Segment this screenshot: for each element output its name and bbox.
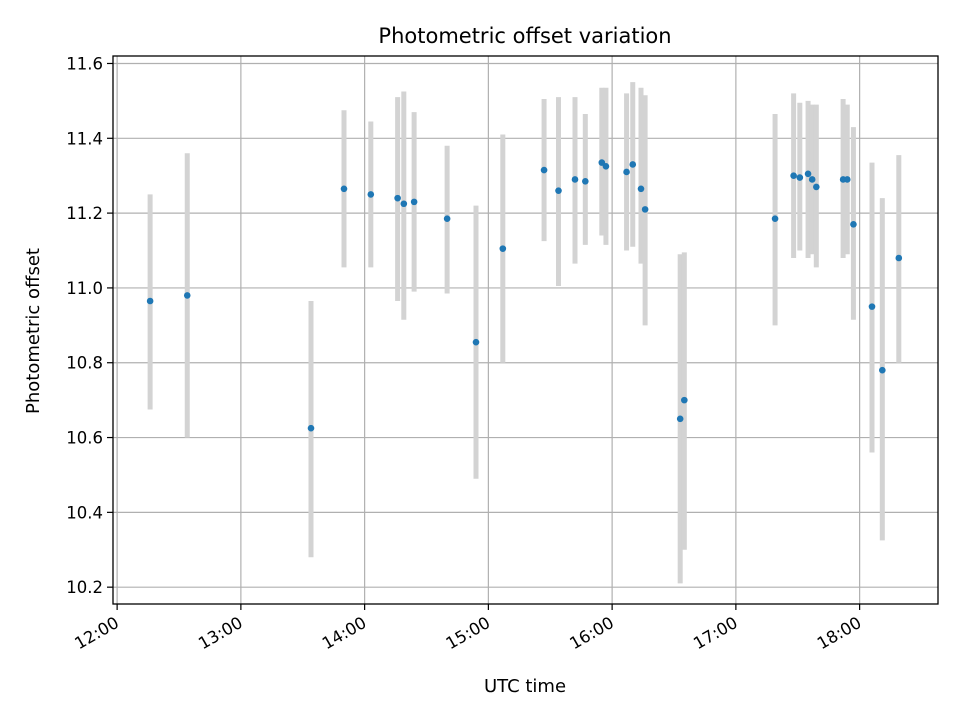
y-tick-label: 10.8 [66,354,103,373]
data-point [400,200,408,208]
data-point [681,396,688,404]
y-tick-label: 11.2 [66,204,103,223]
data-point [641,206,649,213]
data-point [340,185,348,193]
data-point [895,254,903,262]
data-points [146,159,903,432]
data-point [879,366,886,374]
y-tick-label: 11.4 [66,129,103,148]
plot-frame [112,55,939,605]
data-point [499,245,507,252]
data-point [804,170,812,178]
data-point [582,178,589,185]
data-point [367,191,375,198]
data-point [850,221,857,228]
y-tick-label: 10.2 [66,578,103,597]
data-point [472,338,480,346]
data-point [540,166,548,174]
data-point [571,176,579,183]
data-point [637,185,645,193]
y-axis-label: Photometric offset [23,248,44,414]
y-tick-label: 11.6 [66,54,103,73]
y-tick-label: 10.4 [66,503,103,522]
data-point [676,415,684,423]
data-point [796,174,804,181]
data-point [443,215,451,223]
y-tick-label: 11.0 [66,279,103,298]
data-point [183,292,191,299]
data-point [629,161,637,168]
data-point [843,176,851,183]
data-point [307,424,315,432]
data-point [410,198,418,206]
data-point [868,303,876,310]
data-point [555,187,562,194]
data-point [602,163,610,170]
data-point [623,168,630,176]
x-axis-label: UTC time [484,676,566,697]
data-point [771,215,779,223]
y-tick-label: 10.6 [66,429,103,448]
grid [113,56,938,604]
data-point [813,183,820,191]
data-point [394,194,401,202]
y-axis-ticks: 10.2 10.4 10.6 10.8 11.0 11.2 11.4 11.6 [66,54,113,597]
chart-title: Photometric offset variation [378,24,671,48]
data-point [146,297,154,305]
data-point [808,176,816,183]
data-point [790,172,797,179]
